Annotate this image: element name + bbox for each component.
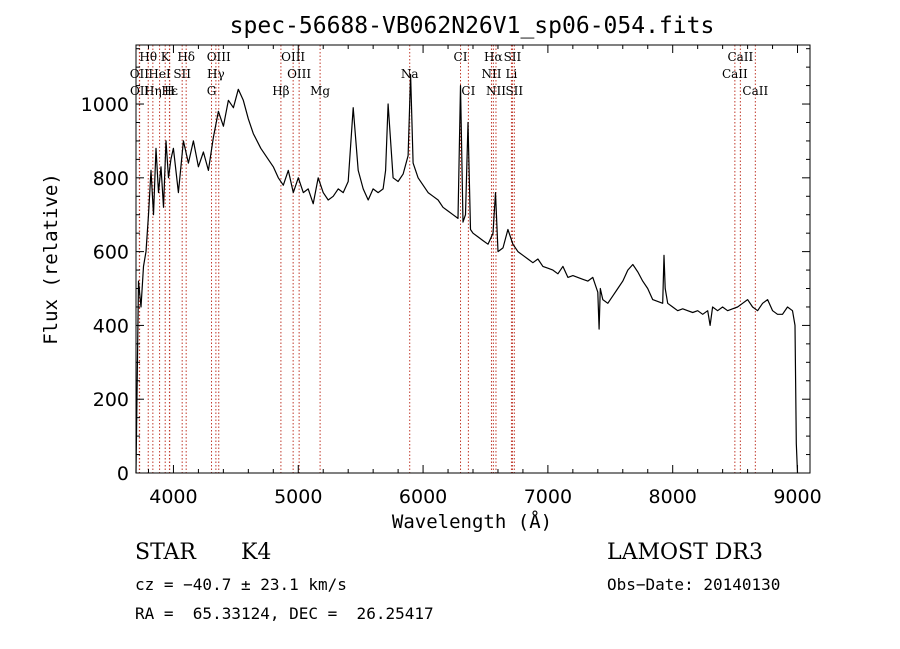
y-axis-label: Flux (relative)	[40, 173, 62, 345]
observation-date: Obs−Date: 20140130	[607, 575, 781, 594]
x-tick-label: 7000	[524, 486, 572, 508]
spectral-line-label: Na	[401, 67, 419, 81]
y-tick-label: 1000	[81, 94, 129, 116]
object-subclass: K4	[241, 540, 272, 565]
spectral-line-label: Hε	[161, 84, 178, 98]
spectral-line-markers	[138, 45, 756, 473]
spectral-line-label: H	[164, 84, 174, 98]
object-class: STAR	[135, 540, 196, 565]
spectral-line-label: SII	[505, 84, 523, 98]
spectral-line-label: Hβ	[272, 84, 289, 98]
spectral-line-label: OIII	[207, 50, 231, 64]
survey-name: LAMOST DR3	[607, 540, 763, 565]
x-tick-label: 4000	[149, 486, 197, 508]
spectral-line-label: CI	[461, 84, 475, 98]
y-tick-label: 400	[93, 315, 129, 337]
spectral-line-label: Hγ	[207, 67, 225, 81]
x-axis-ticks: 4000 5000 6000 7000 8000 9000	[147, 45, 822, 508]
y-tick-label: 800	[93, 168, 129, 190]
spectral-line-label: Li	[506, 67, 518, 81]
spectral-line-label: SII	[504, 50, 522, 64]
chart-title: spec-56688-VB062N26V1_sp06-054.fits	[230, 13, 715, 39]
spectral-line-label: OII	[130, 67, 150, 81]
redshift-velocity: cz = −40.7 ± 23.1 km/s	[135, 575, 347, 594]
spectral-line-label: Hα	[484, 50, 503, 64]
spectral-line-label: G	[207, 84, 217, 98]
spectral-line-label: OIII	[287, 67, 311, 81]
ra-dec-coordinates: RA = 65.33124, DEC = 26.25417	[135, 604, 434, 623]
spectral-line-label: Hδ	[177, 50, 195, 64]
spectral-line-label: Hη	[144, 84, 162, 98]
spectral-line-label: CaII	[742, 84, 768, 98]
spectral-line-label: Hθ	[139, 50, 157, 64]
y-axis-ticks: 0 200 400 600 800 1000	[81, 48, 810, 485]
spectrum-series-line	[135, 73, 799, 474]
x-tick-label: 8000	[649, 486, 697, 508]
spectral-line-label: K	[161, 50, 171, 64]
x-tick-label: 6000	[399, 486, 447, 508]
x-tick-label: 5000	[274, 486, 322, 508]
y-tick-label: 0	[117, 463, 129, 485]
y-tick-label: 600	[93, 242, 129, 264]
spectral-line-label: SII	[173, 67, 191, 81]
spectral-line-label: CI	[454, 50, 468, 64]
spectral-line-label: NII	[481, 67, 501, 81]
x-axis-label: Wavelength (Å)	[392, 510, 552, 533]
spectral-line-label: Mg	[310, 84, 330, 98]
plot-frame	[135, 44, 811, 474]
y-tick-label: 200	[93, 389, 129, 411]
spectral-line-label: NII	[486, 84, 506, 98]
spectral-line-label: HeI	[148, 67, 171, 81]
spectral-line-label: CaII	[727, 50, 753, 64]
spectral-line-label: OIII	[281, 50, 305, 64]
x-tick-label: 9000	[773, 486, 821, 508]
spectral-line-label: CaII	[722, 67, 748, 81]
spectral-line-label: OII	[130, 84, 150, 98]
